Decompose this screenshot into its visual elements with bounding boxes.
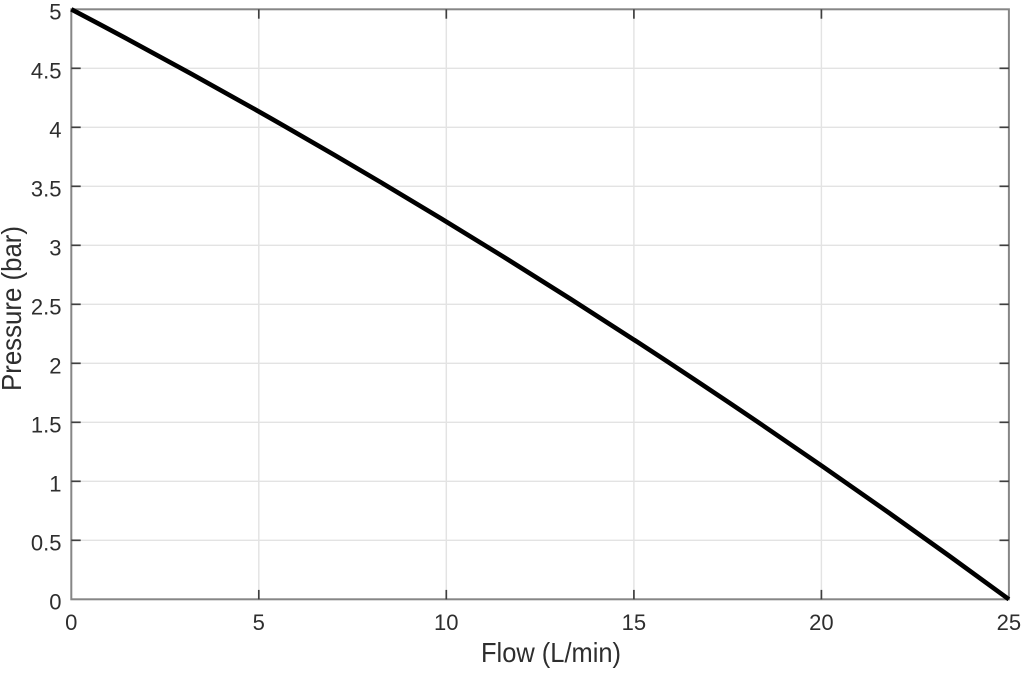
svg-text:0: 0: [49, 589, 61, 614]
svg-text:5: 5: [253, 610, 265, 635]
svg-text:3.5: 3.5: [31, 176, 62, 201]
svg-text:1.5: 1.5: [31, 412, 62, 437]
svg-text:10: 10: [434, 610, 458, 635]
svg-text:0.5: 0.5: [31, 530, 62, 555]
svg-text:2.5: 2.5: [31, 294, 62, 319]
svg-text:1: 1: [49, 471, 61, 496]
svg-text:3: 3: [49, 235, 61, 260]
svg-text:4.5: 4.5: [31, 58, 62, 83]
svg-text:4: 4: [49, 117, 61, 142]
svg-text:Pressure (bar): Pressure (bar): [0, 226, 27, 391]
svg-text:5: 5: [49, 0, 61, 24]
svg-text:20: 20: [809, 610, 833, 635]
svg-text:15: 15: [622, 610, 646, 635]
svg-text:25: 25: [997, 610, 1021, 635]
svg-text:Flow (L/min): Flow (L/min): [481, 637, 621, 668]
svg-text:2: 2: [49, 353, 61, 378]
svg-text:0: 0: [65, 610, 77, 635]
